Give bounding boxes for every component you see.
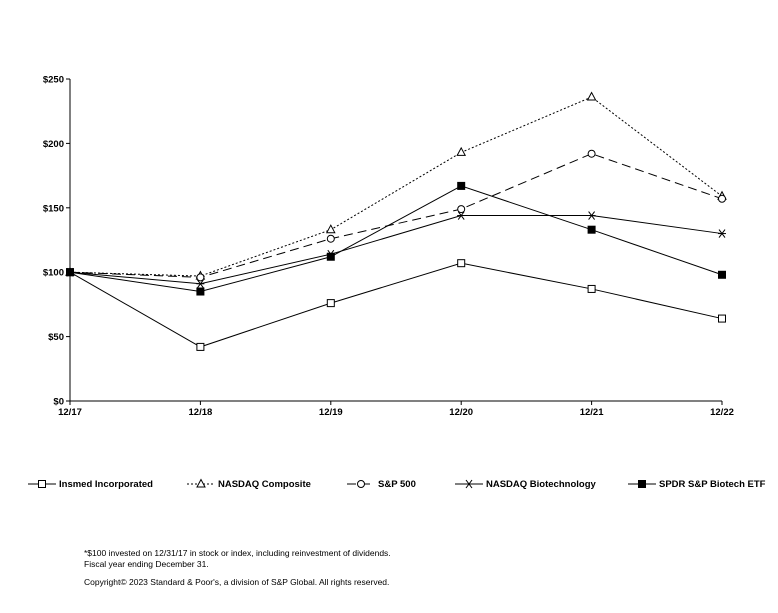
series-line — [69, 96, 723, 277]
data-point — [586, 91, 597, 101]
data-point — [66, 268, 74, 277]
x-tick-label: 12/19 — [319, 407, 343, 418]
data-point — [457, 211, 466, 220]
y-tick-label: $100 — [43, 268, 64, 279]
data-point — [718, 270, 726, 279]
series-line — [69, 185, 723, 293]
legend-label: NASDAQ Biotechnology — [486, 478, 596, 490]
data-point — [326, 299, 335, 308]
data-point — [326, 252, 335, 261]
data-point — [718, 229, 726, 238]
legend-marker — [196, 478, 206, 488]
chart-axes: $0 $50 $100 $150 $200 $250 12/17 12/18 12/19 12/2… — [43, 75, 734, 419]
legend-marker — [38, 480, 46, 488]
x-tick-label: 12/20 — [449, 407, 473, 418]
footnote-investment: *$100 invested on 12/31/17 in stock or i… — [84, 548, 391, 558]
series-1 — [65, 91, 727, 280]
data-point — [457, 259, 466, 268]
data-point — [457, 205, 466, 214]
x-tick-label: 12/17 — [58, 407, 82, 418]
legend-item: S&P 500 — [347, 474, 416, 494]
legend-marker — [357, 480, 365, 488]
legend-swatch — [28, 480, 56, 488]
footnote-fiscal-year: Fiscal year ending December 31. — [84, 559, 209, 569]
legend-swatch — [347, 480, 375, 488]
y-tick-label: $0 — [53, 397, 64, 408]
series-4 — [66, 181, 726, 296]
data-point — [456, 146, 467, 156]
legend-marker — [638, 480, 646, 488]
y-tick-label: $250 — [43, 75, 64, 86]
series-2 — [66, 149, 726, 282]
data-point — [196, 287, 205, 296]
x-tick-label: 12/22 — [710, 407, 734, 418]
x-tick-label: 12/18 — [189, 407, 213, 418]
series-0 — [66, 259, 726, 351]
legend-item: SPDR S&P Biotech ETF — [628, 474, 765, 494]
legend-item: Insmed Incorporated — [28, 474, 153, 494]
chart-series-layer — [65, 91, 727, 351]
data-point — [326, 234, 335, 243]
series-line — [69, 215, 723, 285]
data-point — [457, 181, 466, 190]
series-line — [69, 262, 723, 348]
footnote-copyright: Copyright© 2023 Standard & Poor's, a div… — [84, 577, 390, 587]
series-line — [69, 153, 723, 278]
data-point — [718, 314, 726, 323]
data-point — [196, 279, 205, 289]
data-point — [587, 284, 596, 293]
series-3 — [66, 211, 726, 289]
y-tick-label: $150 — [43, 203, 64, 214]
data-point — [196, 273, 205, 282]
legend-marker — [465, 479, 473, 489]
data-point — [718, 194, 726, 203]
legend-label: SPDR S&P Biotech ETF — [659, 478, 766, 490]
chart-footnotes: *$100 invested on 12/31/17 in stock or i… — [84, 548, 391, 588]
line-chart: $0 $50 $100 $150 $200 $250 12/17 12/18 12/19 12/2… — [43, 75, 734, 419]
legend-label: NASDAQ Composite — [218, 478, 311, 490]
y-tick-label: $200 — [43, 139, 64, 150]
data-point — [325, 224, 336, 234]
chart-legend: Insmed Incorporated NASDAQ Composite S&P 5… — [0, 474, 778, 494]
legend-item: NASDAQ Composite — [187, 474, 311, 494]
legend-swatch — [628, 480, 656, 488]
x-tick-label: 12/21 — [580, 407, 604, 418]
data-point — [587, 211, 596, 220]
data-point — [587, 225, 596, 234]
legend-label: S&P 500 — [378, 478, 416, 490]
legend-swatch — [455, 479, 483, 489]
data-point — [196, 342, 205, 351]
legend-swatch — [187, 478, 215, 488]
legend-label: Insmed Incorporated — [59, 478, 153, 490]
data-point — [587, 149, 596, 158]
legend-item: NASDAQ Biotechnology — [455, 474, 596, 494]
y-tick-label: $50 — [48, 332, 64, 343]
